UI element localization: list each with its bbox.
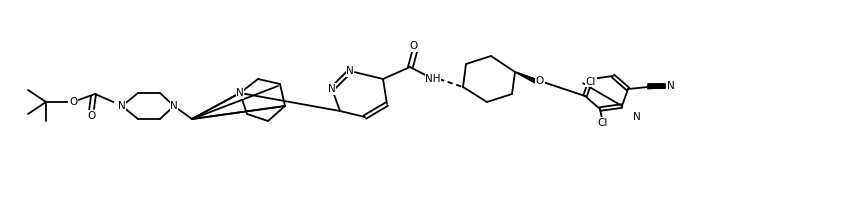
Text: N: N <box>346 66 354 76</box>
Text: O: O <box>69 97 77 107</box>
Text: N: N <box>633 112 641 122</box>
Text: NH: NH <box>425 74 441 84</box>
Text: N: N <box>170 101 178 111</box>
Text: N: N <box>667 81 675 91</box>
Text: O: O <box>408 41 417 51</box>
Text: N: N <box>236 88 244 98</box>
Text: Cl: Cl <box>586 77 596 87</box>
Text: O: O <box>87 111 95 121</box>
Polygon shape <box>515 72 535 83</box>
Text: Cl: Cl <box>598 118 609 128</box>
Text: O: O <box>536 76 544 86</box>
Text: N: N <box>118 101 126 111</box>
Text: N: N <box>328 84 336 94</box>
